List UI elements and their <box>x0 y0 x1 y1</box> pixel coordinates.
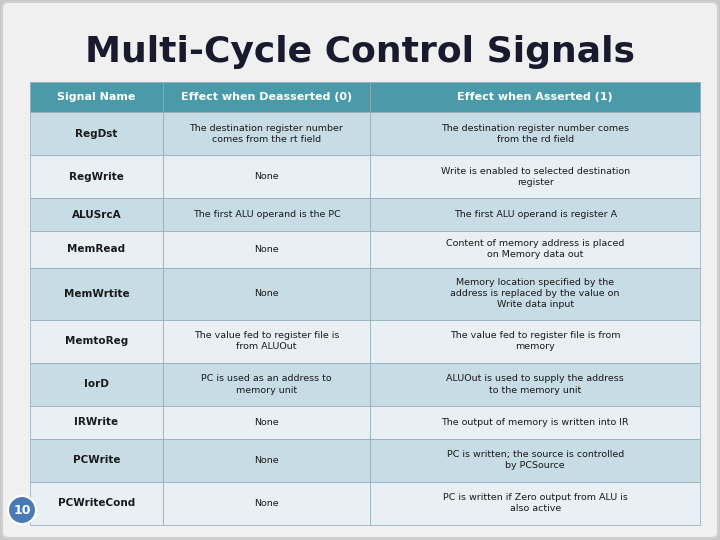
Text: IorD: IorD <box>84 380 109 389</box>
Bar <box>163 231 370 268</box>
Text: IRWrite: IRWrite <box>74 417 118 427</box>
Bar <box>30 406 163 438</box>
Circle shape <box>8 496 36 524</box>
Text: MemWrtite: MemWrtite <box>63 289 129 299</box>
Text: None: None <box>254 172 279 181</box>
Bar <box>163 112 370 155</box>
Bar <box>163 482 370 525</box>
Bar <box>370 482 700 525</box>
Text: Content of memory address is placed
on Memory data out: Content of memory address is placed on M… <box>446 239 624 259</box>
Text: The output of memory is written into IR: The output of memory is written into IR <box>441 418 629 427</box>
Bar <box>30 482 163 525</box>
Bar <box>370 82 700 112</box>
Text: 10: 10 <box>13 503 31 516</box>
Text: Effect when Asserted (1): Effect when Asserted (1) <box>457 92 613 102</box>
Text: MemtoReg: MemtoReg <box>65 336 128 346</box>
Bar <box>370 363 700 406</box>
Bar <box>30 155 163 199</box>
Bar <box>30 320 163 363</box>
Text: ALUSrcA: ALUSrcA <box>71 210 121 220</box>
Text: The value fed to register file is
from ALUOut: The value fed to register file is from A… <box>194 331 339 351</box>
Bar <box>30 231 163 268</box>
Text: PC is written; the source is controlled
by PCSource: PC is written; the source is controlled … <box>446 450 624 470</box>
Text: PC is used as an address to
memory unit: PC is used as an address to memory unit <box>201 374 332 395</box>
Bar <box>30 199 163 231</box>
Bar <box>163 438 370 482</box>
Text: ALUOut is used to supply the address
to the memory unit: ALUOut is used to supply the address to … <box>446 374 624 395</box>
Text: The destination register number
comes from the rt field: The destination register number comes fr… <box>189 124 343 144</box>
Bar <box>30 363 163 406</box>
Text: Memory location specified by the
address is replaced by the value on
Write data : Memory location specified by the address… <box>451 278 620 309</box>
Text: The first ALU operand is the PC: The first ALU operand is the PC <box>193 210 341 219</box>
Text: RegWrite: RegWrite <box>69 172 124 182</box>
Bar <box>370 320 700 363</box>
Bar <box>370 112 700 155</box>
Bar <box>163 320 370 363</box>
Text: The value fed to register file is from
memory: The value fed to register file is from m… <box>450 331 621 351</box>
Text: The destination register number comes
from the rd field: The destination register number comes fr… <box>441 124 629 144</box>
Text: Signal Name: Signal Name <box>57 92 135 102</box>
Bar <box>370 155 700 199</box>
Text: Effect when Deasserted (0): Effect when Deasserted (0) <box>181 92 352 102</box>
Text: None: None <box>254 499 279 508</box>
Text: Multi-Cycle Control Signals: Multi-Cycle Control Signals <box>85 35 635 69</box>
Bar <box>370 231 700 268</box>
Text: None: None <box>254 245 279 254</box>
Bar <box>370 268 700 320</box>
Text: MemRead: MemRead <box>67 244 125 254</box>
Bar <box>163 363 370 406</box>
Bar <box>163 268 370 320</box>
Text: RegDst: RegDst <box>75 129 117 139</box>
Text: PC is written if Zero output from ALU is
also active: PC is written if Zero output from ALU is… <box>443 494 628 514</box>
Bar <box>370 199 700 231</box>
Bar <box>30 82 163 112</box>
Text: None: None <box>254 289 279 298</box>
Bar <box>163 199 370 231</box>
Text: PCWrite: PCWrite <box>73 455 120 465</box>
Bar <box>370 406 700 438</box>
Bar <box>30 112 163 155</box>
Text: The first ALU operand is register A: The first ALU operand is register A <box>454 210 617 219</box>
Bar <box>30 268 163 320</box>
Bar <box>30 438 163 482</box>
Bar <box>163 155 370 199</box>
Text: None: None <box>254 418 279 427</box>
Bar <box>163 82 370 112</box>
Text: PCWriteCond: PCWriteCond <box>58 498 135 508</box>
Bar <box>370 438 700 482</box>
Bar <box>163 406 370 438</box>
Text: None: None <box>254 456 279 464</box>
Text: Write is enabled to selected destination
register: Write is enabled to selected destination… <box>441 167 630 187</box>
